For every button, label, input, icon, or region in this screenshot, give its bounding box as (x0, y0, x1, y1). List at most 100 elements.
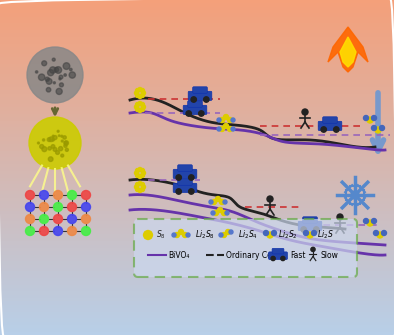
Circle shape (63, 142, 66, 144)
Circle shape (59, 136, 62, 139)
Circle shape (60, 63, 63, 66)
FancyBboxPatch shape (173, 169, 197, 179)
Text: BiVO₄: BiVO₄ (168, 251, 190, 260)
Circle shape (57, 128, 60, 131)
Circle shape (134, 171, 139, 175)
Circle shape (186, 111, 191, 116)
Circle shape (175, 232, 180, 238)
Circle shape (214, 210, 219, 215)
Circle shape (63, 72, 69, 78)
Circle shape (372, 218, 377, 223)
Circle shape (49, 154, 54, 158)
Circle shape (54, 136, 56, 138)
Circle shape (176, 175, 181, 180)
Circle shape (186, 233, 190, 237)
Circle shape (209, 200, 213, 204)
Circle shape (221, 232, 227, 238)
Circle shape (149, 233, 152, 237)
Circle shape (321, 127, 326, 132)
Circle shape (67, 202, 76, 211)
FancyBboxPatch shape (272, 248, 284, 254)
Circle shape (172, 233, 176, 237)
Circle shape (48, 144, 52, 148)
Circle shape (70, 142, 72, 144)
Circle shape (199, 111, 204, 116)
Circle shape (281, 256, 285, 261)
FancyBboxPatch shape (188, 91, 212, 100)
Circle shape (67, 214, 76, 223)
Circle shape (136, 183, 139, 187)
Circle shape (223, 115, 229, 120)
FancyBboxPatch shape (178, 165, 192, 171)
Text: $Li_2S_8$: $Li_2S_8$ (195, 229, 215, 241)
Circle shape (191, 97, 196, 102)
Circle shape (60, 152, 63, 155)
FancyBboxPatch shape (303, 217, 317, 223)
Circle shape (46, 58, 50, 62)
Circle shape (138, 168, 142, 172)
Circle shape (134, 185, 139, 189)
Circle shape (45, 140, 47, 142)
Circle shape (82, 214, 91, 223)
Circle shape (141, 93, 145, 97)
Circle shape (136, 108, 139, 112)
Circle shape (63, 76, 69, 81)
Circle shape (136, 174, 139, 178)
Circle shape (141, 169, 145, 173)
Circle shape (227, 127, 232, 132)
Polygon shape (340, 37, 356, 67)
Text: $Li_2S$: $Li_2S$ (317, 229, 334, 241)
Circle shape (64, 138, 68, 142)
Circle shape (43, 62, 50, 69)
Circle shape (26, 202, 35, 211)
FancyBboxPatch shape (323, 117, 337, 123)
Circle shape (56, 82, 59, 85)
Circle shape (67, 191, 76, 200)
Circle shape (204, 97, 209, 102)
Circle shape (267, 196, 273, 202)
Circle shape (136, 103, 139, 107)
Circle shape (303, 230, 309, 236)
FancyBboxPatch shape (134, 219, 357, 277)
Circle shape (379, 126, 385, 131)
Circle shape (134, 105, 139, 109)
Circle shape (57, 136, 59, 139)
Circle shape (311, 247, 315, 252)
Circle shape (136, 88, 139, 92)
Circle shape (143, 233, 147, 237)
Circle shape (41, 129, 45, 133)
Circle shape (67, 149, 71, 153)
Circle shape (58, 138, 62, 142)
Circle shape (63, 144, 66, 147)
Circle shape (374, 230, 379, 236)
Circle shape (39, 226, 48, 236)
Circle shape (271, 230, 277, 236)
Circle shape (141, 183, 145, 187)
Circle shape (26, 191, 35, 200)
Circle shape (219, 118, 225, 123)
Circle shape (219, 127, 225, 132)
Circle shape (54, 154, 56, 157)
Circle shape (225, 229, 230, 234)
Circle shape (61, 149, 65, 153)
Circle shape (351, 191, 359, 199)
Text: $S_8$: $S_8$ (156, 229, 166, 241)
Text: $Li_2S_4$: $Li_2S_4$ (238, 229, 258, 241)
Circle shape (223, 124, 229, 129)
Circle shape (82, 191, 91, 200)
FancyBboxPatch shape (183, 105, 207, 115)
Circle shape (138, 102, 142, 106)
FancyBboxPatch shape (188, 101, 202, 107)
Circle shape (189, 175, 194, 180)
Circle shape (54, 146, 59, 151)
Text: Slow: Slow (321, 251, 339, 260)
Circle shape (39, 75, 43, 79)
Circle shape (229, 230, 233, 234)
Circle shape (144, 235, 148, 239)
Circle shape (26, 214, 35, 223)
Circle shape (26, 226, 35, 236)
Circle shape (45, 88, 50, 93)
Circle shape (141, 174, 145, 178)
Circle shape (136, 169, 139, 173)
Circle shape (364, 116, 368, 121)
